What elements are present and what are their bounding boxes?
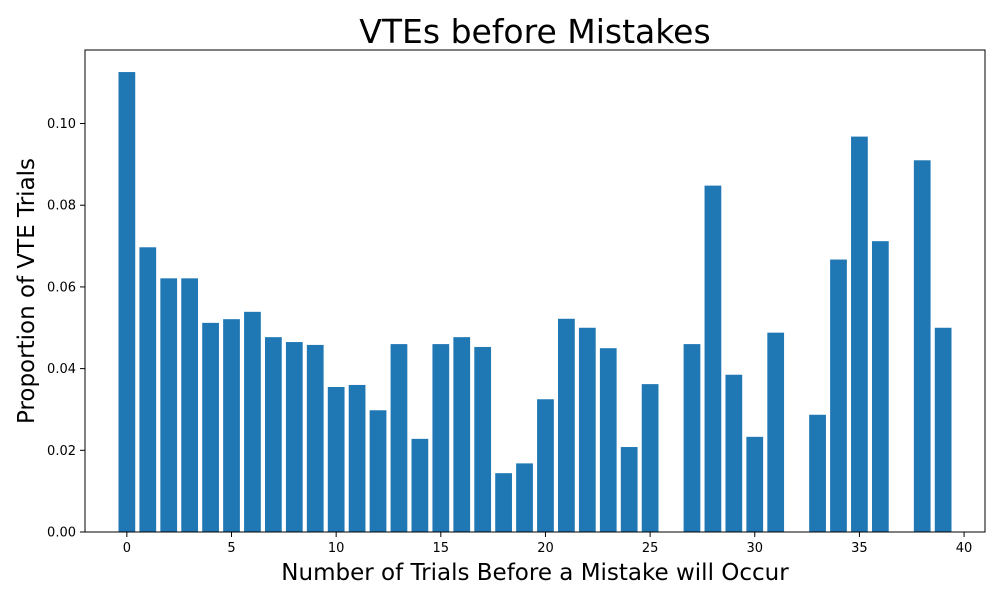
bar-34 (830, 259, 847, 532)
bar-29 (725, 374, 743, 532)
bar-24 (620, 447, 638, 532)
bar-10 (327, 386, 345, 532)
y-tick-label: 0.02 (47, 444, 76, 459)
bar-13 (390, 344, 408, 532)
bar-23 (599, 348, 617, 532)
bar-1 (139, 247, 157, 532)
bar-0 (118, 72, 136, 533)
bar-18 (495, 473, 512, 532)
y-axis-label: Proportion of VTE Trials (14, 158, 40, 424)
y-tick-label: 0.06 (47, 280, 76, 295)
bar-14 (411, 438, 429, 532)
bar-15 (432, 344, 450, 532)
bar-11 (348, 384, 366, 532)
bar-27 (683, 344, 701, 532)
bar-38 (913, 160, 931, 532)
x-tick-label: 15 (433, 541, 450, 556)
x-tick-label: 20 (537, 541, 554, 556)
bar-6 (244, 311, 261, 532)
bar-35 (851, 136, 868, 532)
y-axis-ticks: 0.00 0.02 0.04 0.06 0.08 0.10 (47, 117, 85, 541)
y-tick-label: 0.04 (47, 362, 76, 377)
bar-21 (558, 318, 575, 532)
y-tick-label: 0.10 (47, 117, 76, 132)
bar-9 (306, 344, 324, 532)
bar-36 (871, 241, 889, 532)
bar-33 (809, 414, 826, 532)
x-axis-ticks: 0 5 10 15 20 25 30 35 40 (123, 532, 973, 556)
x-tick-label: 5 (227, 541, 235, 556)
x-tick-label: 10 (328, 541, 345, 556)
bar-16 (453, 337, 471, 532)
bar-5 (223, 319, 240, 532)
bar-12 (369, 410, 387, 532)
bar-19 (516, 463, 533, 532)
chart-title: VTEs before Mistakes (359, 12, 710, 51)
bar-28 (704, 185, 722, 532)
bar-20 (537, 399, 554, 532)
x-tick-label: 25 (642, 541, 659, 556)
x-tick-label: 40 (956, 541, 973, 556)
bar-3 (181, 278, 199, 532)
bar-31 (767, 332, 785, 532)
plot-frame (84, 49, 986, 533)
bar-7 (265, 337, 282, 532)
bar-4 (202, 322, 219, 532)
bar-25 (641, 384, 659, 532)
y-tick-label: 0.08 (47, 199, 76, 214)
bar-17 (474, 346, 492, 532)
bar-30 (746, 436, 764, 532)
bar-series (118, 72, 952, 533)
bar-22 (578, 327, 596, 532)
x-tick-label: 35 (851, 541, 868, 556)
bar-8 (285, 342, 303, 532)
bar-2 (160, 278, 178, 532)
x-tick-label: 0 (123, 541, 131, 556)
x-tick-label: 30 (746, 541, 763, 556)
x-axis-label: Number of Trials Before a Mistake will O… (281, 560, 789, 586)
y-tick-label: 0.00 (47, 526, 76, 541)
bar-39 (934, 327, 952, 532)
